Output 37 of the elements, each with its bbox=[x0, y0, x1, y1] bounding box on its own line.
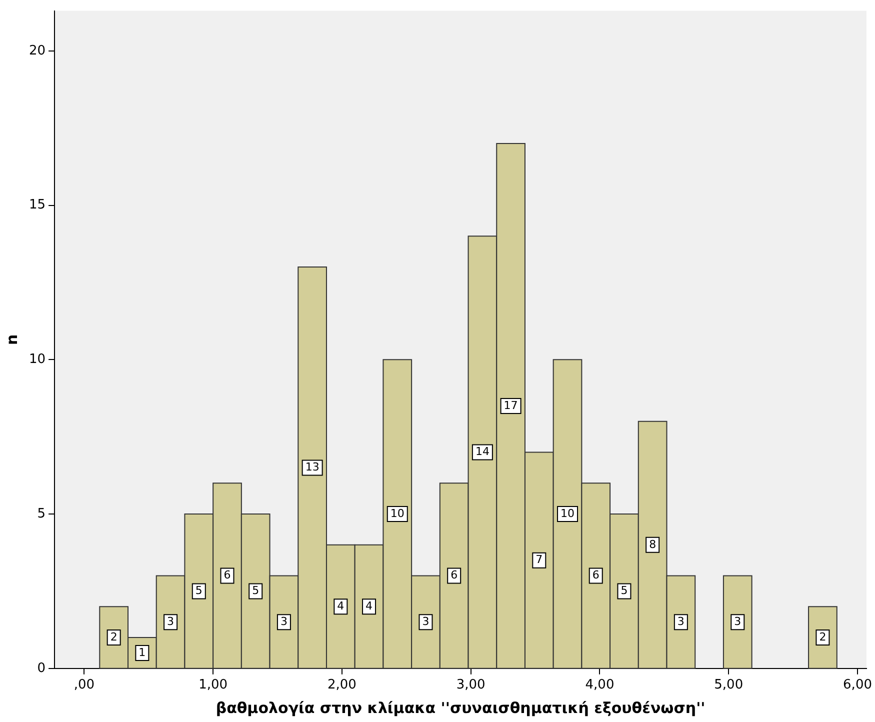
data-label: 3 bbox=[734, 614, 742, 628]
y-tick-label: 5 bbox=[37, 506, 46, 522]
data-label: 4 bbox=[337, 600, 344, 613]
x-tick-label: 3,00 bbox=[456, 678, 486, 693]
x-axis-title: βαθμολογία στην κλίμακα ''συναισθηματική εξουθένωση'' bbox=[216, 698, 706, 717]
data-label: 3 bbox=[280, 614, 288, 628]
y-tick-label: 0 bbox=[37, 660, 46, 676]
data-label: 3 bbox=[677, 614, 684, 628]
data-label: 13 bbox=[305, 460, 320, 474]
y-tick-label: 15 bbox=[28, 198, 46, 213]
data-label: 8 bbox=[649, 538, 656, 551]
data-label: 10 bbox=[560, 506, 575, 520]
x-tick-label: 2,00 bbox=[327, 678, 356, 693]
x-tick-label: 4,00 bbox=[585, 678, 614, 693]
x-tick-label: 5,00 bbox=[714, 678, 744, 693]
x-tick-label: ,00 bbox=[74, 678, 95, 693]
x-tick-label: 1,00 bbox=[198, 678, 228, 693]
data-label: 14 bbox=[475, 445, 490, 458]
data-label: 10 bbox=[390, 506, 404, 520]
data-label: 2 bbox=[819, 630, 826, 644]
data-label: 5 bbox=[195, 584, 202, 598]
x-tick-label: 6,00 bbox=[843, 678, 872, 693]
data-label: 17 bbox=[504, 398, 518, 412]
y-tick-label: 10 bbox=[28, 352, 46, 368]
data-label: 6 bbox=[224, 568, 231, 582]
data-label: 5 bbox=[620, 584, 628, 598]
data-label: 4 bbox=[366, 600, 373, 613]
data-label: 6 bbox=[592, 568, 600, 582]
data-label: 6 bbox=[450, 568, 458, 582]
data-label: 7 bbox=[536, 553, 543, 566]
data-label: 3 bbox=[422, 614, 430, 628]
data-label: 2 bbox=[110, 630, 118, 644]
y-tick-label: 20 bbox=[28, 43, 46, 58]
y-axis-title: n bbox=[2, 334, 21, 345]
data-label: 5 bbox=[252, 584, 260, 598]
data-label: 3 bbox=[167, 614, 174, 628]
data-label: 1 bbox=[138, 646, 146, 659]
